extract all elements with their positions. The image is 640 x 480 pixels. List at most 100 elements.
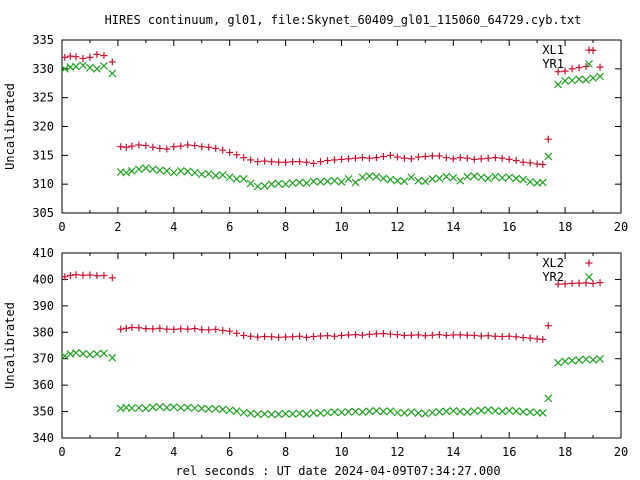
data-point-d2 <box>435 174 444 183</box>
data-point-d2 <box>302 410 311 419</box>
data-point <box>491 154 499 162</box>
data-point <box>470 331 478 339</box>
data-point <box>197 404 206 413</box>
data-point-d2 <box>358 408 367 417</box>
data-point <box>463 331 471 339</box>
data-point <box>435 407 444 416</box>
data-point <box>183 403 192 412</box>
data-point <box>512 407 521 415</box>
data-point <box>324 332 332 340</box>
data-point <box>212 144 220 152</box>
data-point-d2 <box>351 407 360 416</box>
data-point <box>379 407 388 416</box>
data-point <box>316 409 325 418</box>
data-point-d2 <box>309 408 318 417</box>
data-point <box>338 331 345 339</box>
data-point-d2 <box>108 353 117 362</box>
data-point-d2 <box>344 175 353 183</box>
y-tick-label: 325 <box>32 91 54 105</box>
data-point <box>386 407 395 415</box>
data-point-d2 <box>316 409 325 418</box>
data-point-d2 <box>183 167 192 176</box>
data-point-d2 <box>60 64 69 73</box>
data-point-d2 <box>533 179 542 187</box>
data-point-d2 <box>116 404 125 413</box>
data-point <box>226 148 234 156</box>
data-point-d2 <box>544 394 553 403</box>
data-point <box>372 406 381 415</box>
data-point <box>240 154 248 162</box>
data-point <box>281 409 290 418</box>
data-point <box>218 405 227 414</box>
data-point-d2 <box>505 406 514 415</box>
data-point <box>596 355 604 363</box>
data-point <box>568 356 577 365</box>
data-point-d2 <box>519 407 528 416</box>
data-point <box>442 407 451 416</box>
data-point-d2 <box>190 168 199 177</box>
data-point <box>393 331 401 339</box>
data-point <box>254 158 262 166</box>
data-point-d2 <box>267 410 276 419</box>
data-point-d2 <box>470 172 479 181</box>
data-point-d2 <box>155 166 164 175</box>
data-point <box>169 403 178 412</box>
data-point <box>526 159 534 167</box>
data-point <box>254 333 262 341</box>
data-point <box>302 179 311 187</box>
data-point-d2 <box>582 75 590 84</box>
y-tick-label: 390 <box>32 299 54 313</box>
data-point <box>505 173 514 182</box>
data-point-d2 <box>477 406 486 415</box>
data-point <box>184 325 192 333</box>
data-point <box>554 68 562 76</box>
data-point-d2 <box>330 408 339 417</box>
top-panel: 0 2 4 6 8 10 12 14 16 18 20 305 310 315 320 325 330 335 Un… <box>3 33 628 234</box>
data-point <box>331 156 339 164</box>
data-point <box>212 325 220 333</box>
data-point-d2 <box>281 409 290 418</box>
data-point <box>421 177 430 186</box>
data-point <box>512 333 520 341</box>
data-point <box>498 173 507 182</box>
data-point-d2 <box>393 176 402 185</box>
data-point <box>442 172 451 181</box>
data-point-d2 <box>407 408 416 417</box>
data-point-d2 <box>288 410 297 418</box>
y-tick-label: 315 <box>32 148 54 162</box>
data-point <box>177 325 185 333</box>
data-point <box>93 272 101 280</box>
data-point <box>155 166 164 175</box>
data-point <box>317 332 325 340</box>
data-point <box>519 334 527 342</box>
x-tick-label: 12 <box>390 220 404 234</box>
data-point <box>316 177 325 186</box>
data-point-d2 <box>386 407 395 415</box>
data-point <box>365 407 374 416</box>
x-tick-label: 0 <box>58 220 65 234</box>
x-tick-label: 18 <box>558 445 572 459</box>
data-point-d2 <box>86 63 94 72</box>
data-point <box>268 158 276 166</box>
data-point <box>477 332 485 340</box>
data-point <box>575 279 583 287</box>
data-point-d2 <box>295 409 304 418</box>
data-point-d2 <box>232 407 241 415</box>
data-point-d2 <box>100 62 108 70</box>
data-point <box>204 405 213 413</box>
data-point <box>344 331 352 339</box>
data-point-d2 <box>421 177 430 186</box>
data-point <box>463 172 472 181</box>
data-point <box>205 326 213 334</box>
data-point <box>310 333 318 341</box>
data-point <box>261 157 269 165</box>
data-point-d2 <box>122 168 131 177</box>
data-point-d2 <box>337 408 346 417</box>
data-point-d2 <box>176 166 185 175</box>
data-point-d2 <box>526 408 535 417</box>
data-point <box>498 154 506 162</box>
data-point-d2 <box>421 409 430 418</box>
data-point <box>267 180 276 189</box>
data-point-d2 <box>79 61 87 70</box>
data-point <box>568 279 576 287</box>
